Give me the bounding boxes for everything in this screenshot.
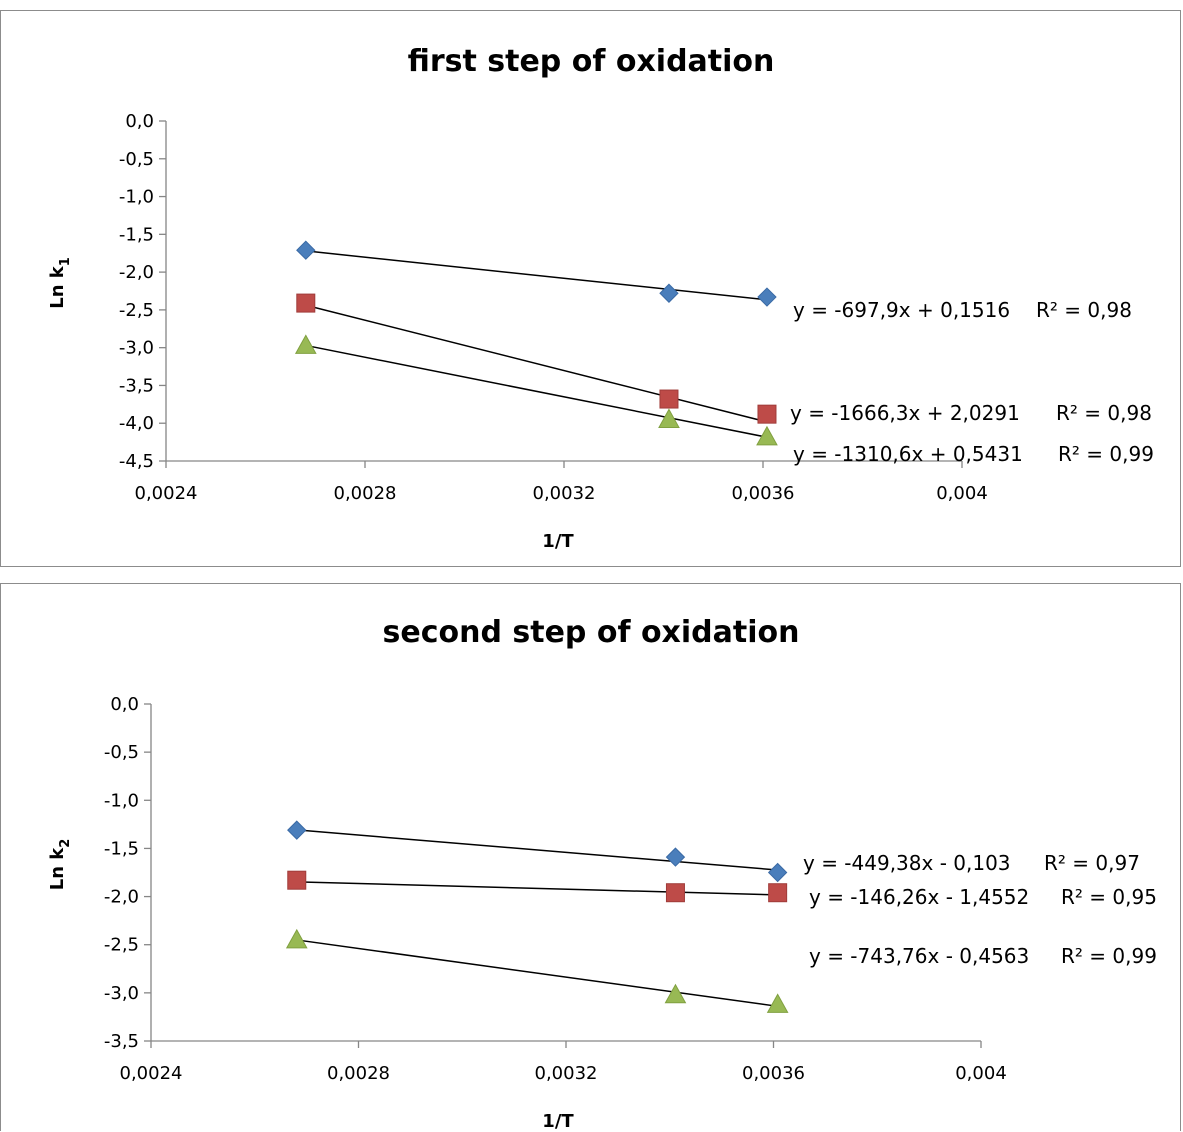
data-point-triangle [294, 334, 317, 354]
data-point-square [287, 870, 307, 890]
x-axis-title: 1/T [542, 1111, 574, 1132]
data-point-diamond [757, 287, 777, 307]
trendline-equation: y = -697,9x + 0,1516 [793, 298, 1010, 322]
data-point-square [296, 293, 316, 313]
y-tick-label: 0,0 [125, 111, 154, 132]
y-tick-label: -4,5 [119, 451, 154, 472]
trendline-triangle [305, 344, 768, 438]
x-tick-label: 0,0028 [334, 483, 397, 504]
trendline-square [296, 881, 778, 896]
x-tick-label: 0,0028 [327, 1063, 390, 1084]
chart-panel-first-step: first step of oxidation 0,0 -0,5 -1,0 -1,5 -2… [0, 10, 1181, 567]
chart-second-step-svg: second step of oxidation 0,0 -0,5 -1,0 -1,5 -… [47, 615, 1157, 1132]
y-axis-title: Ln k1 [47, 257, 73, 309]
chart-title: first step of oxidation [408, 44, 775, 79]
x-tick-label: 0,0024 [135, 483, 198, 504]
y-tick-label: -3,0 [104, 983, 139, 1004]
x-tick-label: 0,004 [936, 483, 988, 504]
data-point-diamond [665, 847, 686, 867]
data-point-diamond [296, 240, 316, 260]
chart-panel-second-step: second step of oxidation 0,0 -0,5 -1,0 -1,5 -… [0, 583, 1181, 1132]
y-tick-label: -3,5 [104, 1031, 139, 1052]
chart-title: second step of oxidation [383, 615, 800, 650]
trendline-triangle [296, 939, 778, 1008]
y-tick-label: -1,5 [104, 838, 139, 859]
data-point-triangle [664, 983, 687, 1004]
y-tick-label: -1,5 [119, 224, 154, 245]
y-tick-label: -4,0 [119, 413, 154, 434]
trendline-equation: y = -146,26x - 1,4552 [809, 885, 1029, 909]
trendline-diamond [305, 250, 768, 301]
data-point-triangle [766, 993, 789, 1013]
y-axis-title: Ln k2 [47, 839, 73, 891]
y-tick-label: -0,5 [119, 149, 154, 170]
data-point-triangle [658, 408, 680, 428]
chart-first-step-svg: first step of oxidation 0,0 -0,5 -1,0 -1,5 -2… [47, 44, 1154, 552]
y-tick-label: -1,0 [119, 187, 154, 208]
data-point-square [757, 404, 777, 424]
trendline-r-squared: R² = 0,99 [1058, 442, 1154, 466]
y-axis-title-main: Ln k [47, 847, 68, 891]
trendline-r-squared: R² = 0,99 [1061, 944, 1157, 968]
x-tick-label: 0,0036 [742, 1063, 805, 1084]
trendline-equation: y = -449,38x - 0,103 [803, 851, 1011, 875]
y-tick-label: -2,5 [119, 300, 154, 321]
y-tick-label: -2,5 [104, 935, 139, 956]
data-point-triangle [285, 928, 308, 949]
trendline-equation: y = -1310,6x + 0,5431 [793, 442, 1023, 466]
data-point-diamond [767, 862, 788, 883]
x-tick-label: 0,0032 [533, 483, 596, 504]
data-point-square [768, 883, 788, 903]
trendline-equation: y = -743,76x - 0,4563 [809, 944, 1029, 968]
y-tick-label: -3,5 [119, 375, 154, 396]
x-tick-label: 0,0032 [535, 1063, 598, 1084]
trendline-r-squared: R² = 0,97 [1044, 851, 1140, 875]
y-tick-label: -1,0 [104, 790, 139, 811]
data-point-square [659, 389, 679, 409]
y-tick-label: 0,0 [110, 694, 139, 715]
x-tick-label: 0,0036 [732, 483, 795, 504]
x-tick-label: 0,0024 [120, 1063, 183, 1084]
trendline-square [305, 304, 768, 423]
trendline-r-squared: R² = 0,98 [1056, 401, 1152, 425]
y-tick-label: -2,0 [119, 262, 154, 283]
y-tick-label: -0,5 [104, 742, 139, 763]
y-axis-title-main: Ln k [47, 265, 68, 309]
data-point-diamond [287, 820, 307, 840]
trendline-diamond [296, 829, 778, 871]
x-tick-label: 0,004 [955, 1063, 1007, 1084]
y-tick-label: -3,0 [119, 338, 154, 359]
x-axis-title: 1/T [542, 531, 574, 552]
trendline-equation: y = -1666,3x + 2,0291 [790, 401, 1020, 425]
data-point-triangle [756, 425, 778, 446]
data-point-diamond [659, 283, 679, 303]
trendline-r-squared: R² = 0,95 [1061, 885, 1157, 909]
y-tick-label: -2,0 [104, 887, 139, 908]
y-axis-title-subscript: 1 [58, 257, 73, 266]
y-axis-title-subscript: 2 [58, 839, 73, 848]
trendline-r-squared: R² = 0,98 [1036, 298, 1132, 322]
data-point-square [665, 883, 685, 903]
